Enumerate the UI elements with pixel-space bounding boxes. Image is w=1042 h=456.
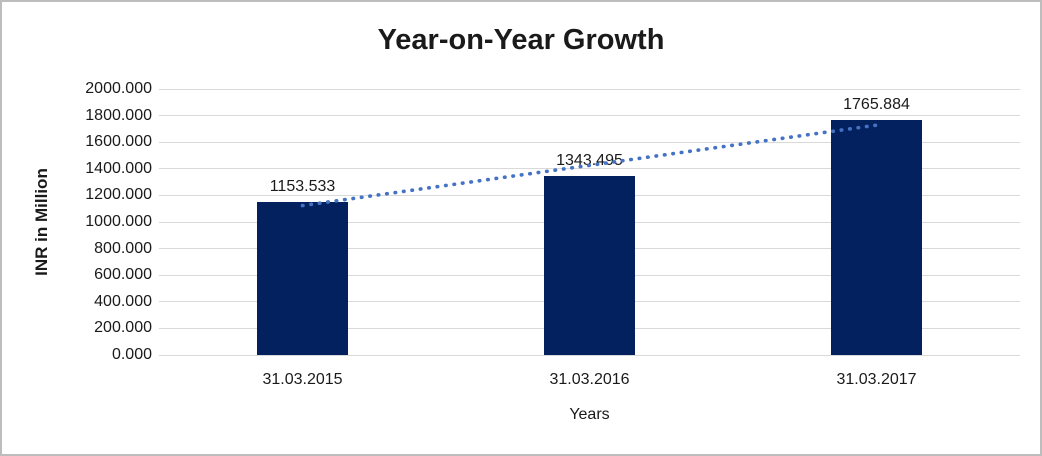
plot-area: 1153.533 1343.495 1765.884 [159, 88, 1020, 356]
x-axis-category-label: 31.03.2016 [549, 371, 630, 388]
y-axis-tick-label: 1600.000 [85, 133, 152, 151]
gridline [159, 88, 1020, 90]
gridline [159, 115, 1020, 117]
x-axis-category-label: 31.03.2017 [836, 371, 917, 388]
bar-value-label: 1153.533 [269, 177, 336, 195]
chart-title: Year-on-Year Growth [377, 24, 665, 56]
x-axis-category-label: 31.03.2015 [262, 371, 343, 388]
gridline [159, 141, 1020, 143]
y-axis-tick-labels: 0.000 200.000 400.000 600.000 800.000 1000.00… [2, 2, 152, 454]
trendline [300, 123, 879, 208]
bar-value-label: 1343.495 [556, 152, 623, 170]
y-axis-tick-label: 800.000 [94, 239, 152, 257]
bar-value-label: 1765.884 [843, 96, 910, 114]
y-axis-tick-label: 0.000 [111, 346, 152, 363]
y-axis-tick-label: 1400.000 [85, 159, 152, 177]
x-axis-title: Years [569, 406, 610, 423]
gridline [159, 354, 1020, 356]
gridline [159, 168, 1020, 170]
y-axis-tick-label: 400.000 [94, 292, 152, 310]
bar [831, 120, 922, 355]
y-axis-tick-label: 2000.000 [85, 80, 152, 97]
bar [544, 176, 635, 355]
y-axis-tick-label: 1200.000 [85, 186, 152, 204]
y-axis-tick-label: 200.000 [94, 319, 152, 337]
bar [257, 201, 348, 355]
y-axis-tick-label: 1000.000 [85, 213, 152, 230]
x-axis-tick-labels: 31.03.2015 31.03.2016 31.03.2017 [159, 369, 1020, 393]
y-axis-tick-label: 1800.000 [85, 106, 152, 124]
y-axis-tick-label: 600.000 [94, 266, 152, 284]
